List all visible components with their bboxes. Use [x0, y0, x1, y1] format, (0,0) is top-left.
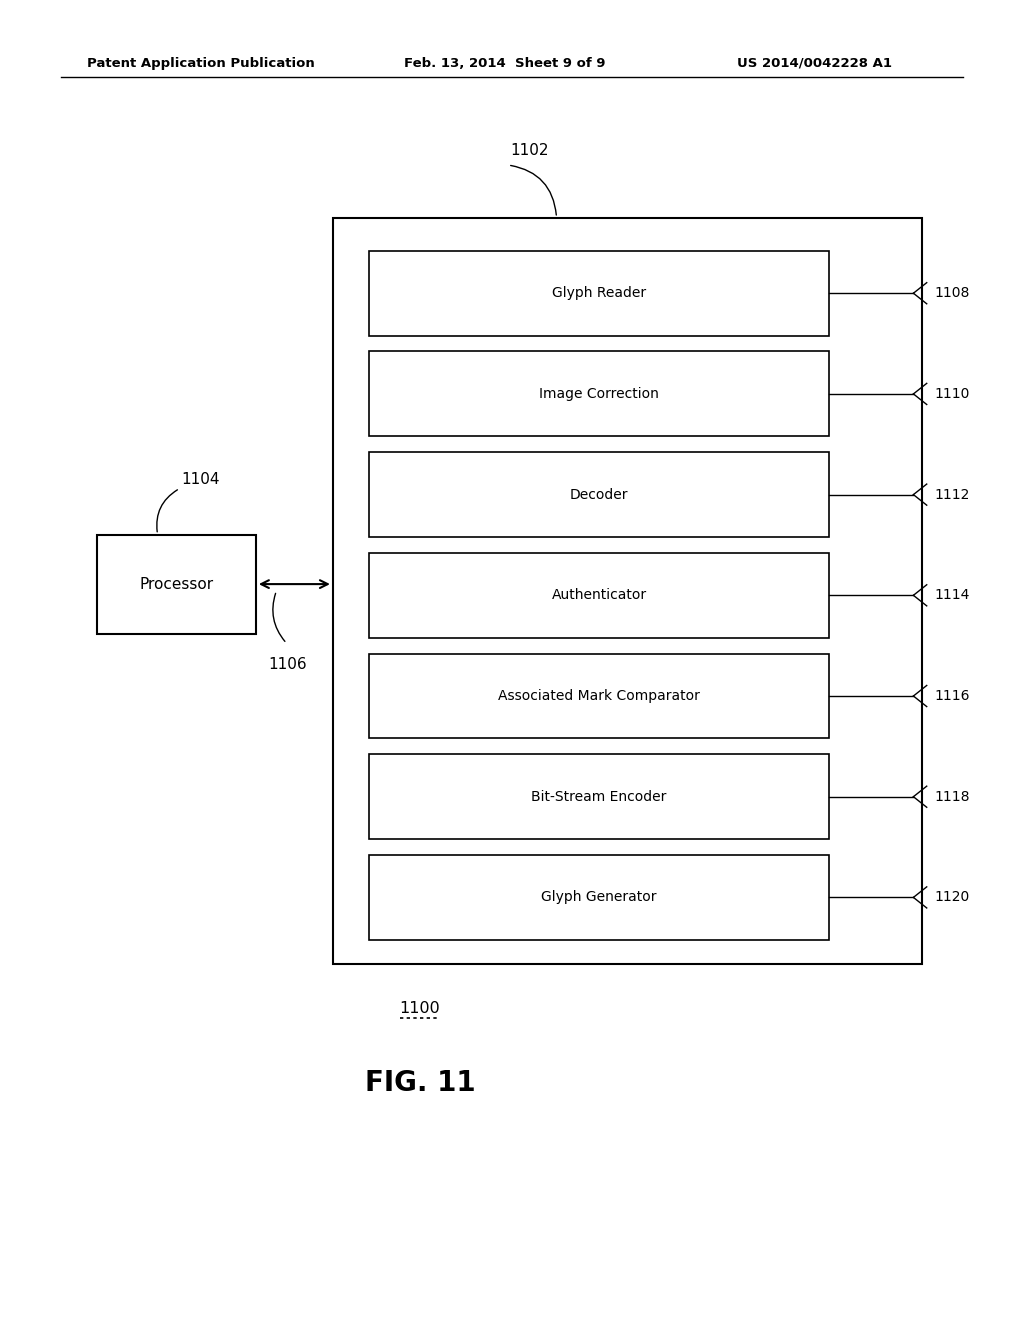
Text: Associated Mark Comparator: Associated Mark Comparator — [498, 689, 700, 704]
Bar — [97, 535, 256, 634]
Bar — [369, 453, 829, 537]
Text: Glyph Reader: Glyph Reader — [552, 286, 646, 300]
Text: 1106: 1106 — [268, 657, 307, 672]
Text: 1110: 1110 — [935, 387, 971, 401]
Text: 1112: 1112 — [935, 487, 971, 502]
Text: Feb. 13, 2014  Sheet 9 of 9: Feb. 13, 2014 Sheet 9 of 9 — [404, 57, 606, 70]
Bar — [369, 553, 829, 638]
Text: 1104: 1104 — [181, 473, 220, 487]
Text: 1116: 1116 — [935, 689, 971, 704]
Text: 1118: 1118 — [935, 789, 971, 804]
Text: US 2014/0042228 A1: US 2014/0042228 A1 — [737, 57, 892, 70]
Text: Decoder: Decoder — [569, 487, 629, 502]
Bar — [369, 351, 829, 437]
Bar — [369, 754, 829, 840]
Text: 1120: 1120 — [935, 891, 970, 904]
Bar — [369, 251, 829, 335]
Text: Authenticator: Authenticator — [552, 589, 646, 602]
Text: Patent Application Publication: Patent Application Publication — [87, 57, 314, 70]
Text: 1102: 1102 — [510, 144, 549, 158]
Text: Bit-Stream Encoder: Bit-Stream Encoder — [531, 789, 667, 804]
Bar — [369, 653, 829, 738]
Text: FIG. 11: FIG. 11 — [365, 1069, 475, 1097]
Bar — [369, 855, 829, 940]
Bar — [333, 218, 922, 964]
Text: 1114: 1114 — [935, 589, 971, 602]
Text: Glyph Generator: Glyph Generator — [542, 891, 656, 904]
Text: Image Correction: Image Correction — [539, 387, 659, 401]
Text: Processor: Processor — [139, 577, 214, 591]
Text: 1100: 1100 — [399, 1002, 440, 1016]
Text: 1108: 1108 — [935, 286, 971, 300]
